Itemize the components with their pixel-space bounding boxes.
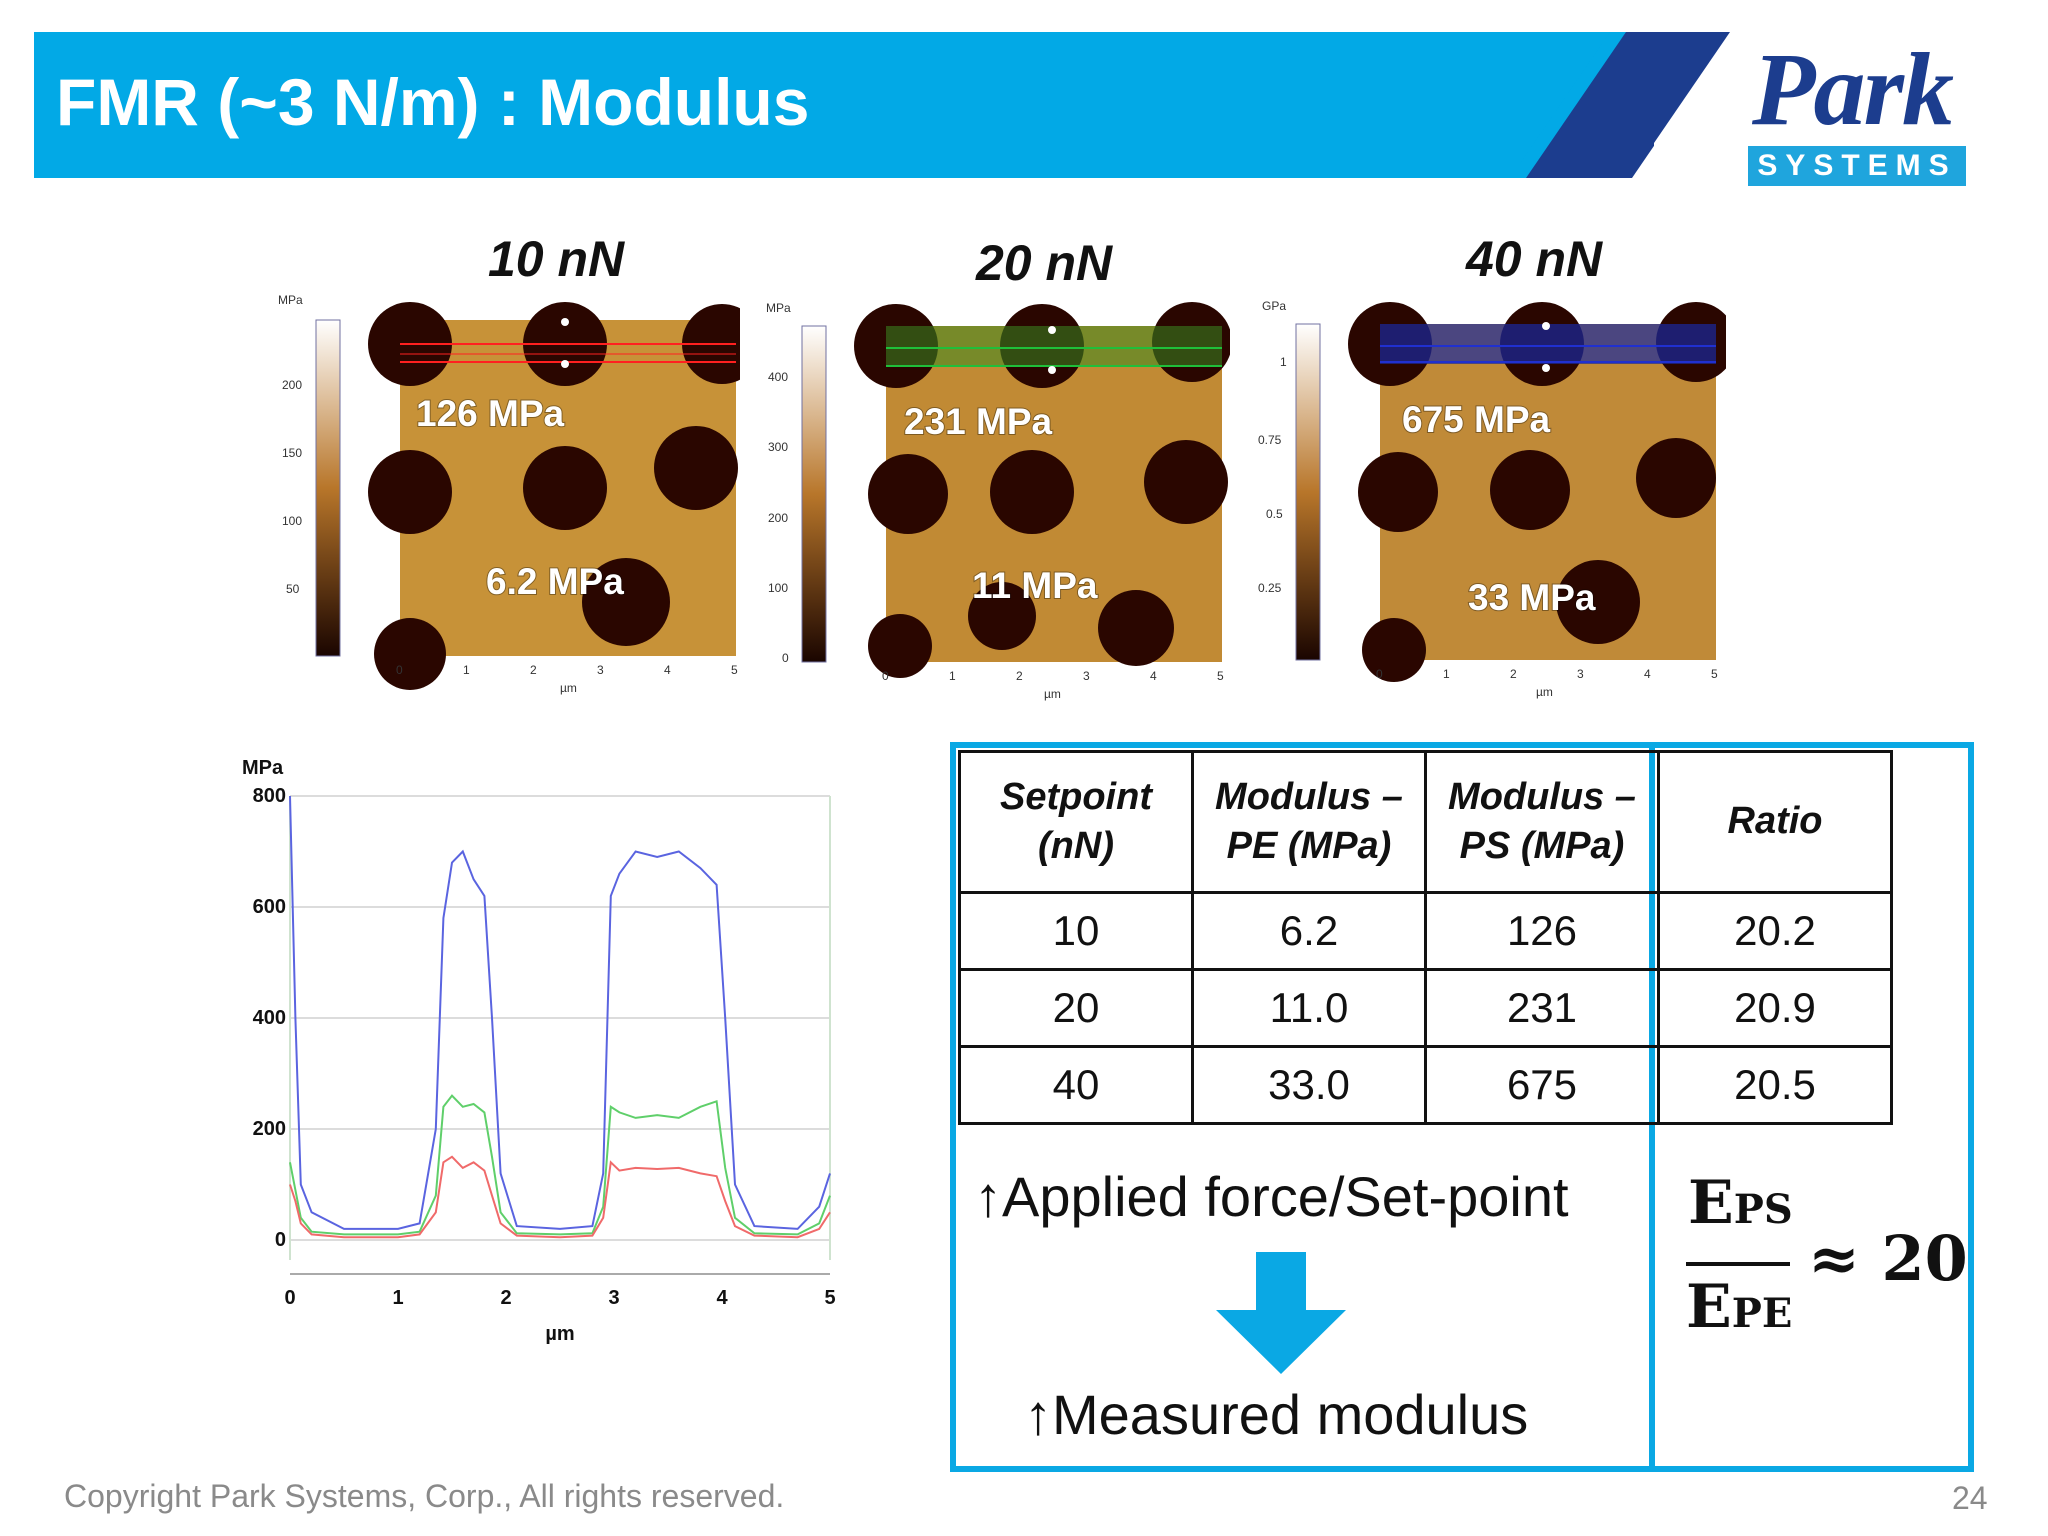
series-line <box>289 1094 831 1236</box>
map-image: GPa 1 0.75 0.5 0.25 675 MPa 33 MPa 0 1 2… <box>1236 282 1726 702</box>
svg-text:0: 0 <box>782 651 789 665</box>
scale-tick: 100 <box>282 514 302 528</box>
scale-unit: MPa <box>766 301 791 315</box>
scale-tick: 200 <box>282 378 302 392</box>
profile-chart-svg: 0 200 400 600 800 0 1 2 3 4 5 MPa µm <box>242 757 836 1345</box>
svg-text:1: 1 <box>1443 667 1450 681</box>
scale-unit: MPa <box>278 293 303 307</box>
ps-modulus-label: 126 MPa <box>416 393 565 434</box>
measured-modulus-note: ↑Measured modulus <box>1024 1383 1529 1446</box>
modulus-table: Setpoint (nN) Modulus – PE (MPa) Modulus… <box>958 750 1893 1125</box>
svg-text:3: 3 <box>597 663 604 677</box>
pe-modulus-label: 11 MPa <box>972 565 1098 606</box>
y-tick-label: 800 <box>253 785 286 807</box>
series-line <box>289 1155 831 1239</box>
ratio-value: ≈ 20 <box>1808 1222 1968 1295</box>
ps-modulus-label: 231 MPa <box>904 401 1053 442</box>
page-title: FMR (~3 N/m) : Modulus <box>56 65 810 139</box>
x-tick-label: 3 <box>608 1287 619 1309</box>
svg-text:4: 4 <box>1644 667 1651 681</box>
svg-text:3: 3 <box>1577 667 1584 681</box>
modulus-map-10nN: MPa 200 150 100 50 126 MPa 6.2 MPa 0 1 2… <box>252 282 742 702</box>
svg-text:100: 100 <box>768 581 788 595</box>
up-arrow-icon: ↑ <box>974 1165 1002 1228</box>
y-tick-label: 0 <box>275 1229 286 1251</box>
x-tick-label: 5 <box>824 1287 835 1309</box>
header-modulus-pe: Modulus – PE (MPa) <box>1191 750 1427 894</box>
svg-text:1: 1 <box>949 669 956 683</box>
pe-modulus-label: 33 MPa <box>1468 577 1596 618</box>
page-number: 24 <box>1952 1480 1988 1516</box>
scale-tick: 50 <box>286 582 300 596</box>
table-row: 20 11.0 231 20.9 <box>958 968 1893 1048</box>
copyright: Copyright Park Systems, Corp., All right… <box>64 1478 785 1514</box>
force-label-10: 10 nN <box>488 231 625 287</box>
svg-text:2: 2 <box>530 663 537 677</box>
scale-unit: GPa <box>1262 299 1286 313</box>
profile-chart: 0 200 400 600 800 0 1 2 3 4 5 MPa µm <box>226 752 876 1357</box>
ratio-denominator: EPE <box>1686 1272 1793 1342</box>
up-arrow-icon: ↑ <box>1024 1383 1052 1446</box>
svg-text:0: 0 <box>396 663 403 677</box>
svg-text:1: 1 <box>463 663 470 677</box>
svg-text:5: 5 <box>1217 669 1224 683</box>
svg-text:2: 2 <box>1016 669 1023 683</box>
x-tick-label: 0 <box>284 1287 295 1309</box>
svg-text:0.25: 0.25 <box>1258 581 1282 595</box>
map-image: MPa 200 150 100 50 126 MPa 6.2 MPa 0 1 2… <box>252 282 742 702</box>
ps-modulus-label: 675 MPa <box>1402 399 1551 440</box>
modulus-map-20nN: MPa 400 300 200 100 0 231 MPa 11 MPa 0 1… <box>740 286 1230 706</box>
down-arrow-icon <box>1216 1252 1346 1374</box>
svg-text:5: 5 <box>1711 667 1718 681</box>
svg-text:300: 300 <box>768 440 788 454</box>
svg-text:3: 3 <box>1083 669 1090 683</box>
svg-text:5: 5 <box>731 663 738 677</box>
table-row: 40 33.0 675 20.5 <box>958 1045 1893 1125</box>
ratio-numerator: EPS <box>1688 1168 1793 1238</box>
header-ratio: Ratio <box>1657 750 1893 894</box>
svg-text:200: 200 <box>768 511 788 525</box>
fraction-bar <box>1686 1262 1790 1266</box>
series-line <box>289 795 831 1230</box>
x-axis-title: µm <box>545 1323 574 1345</box>
header-modulus-ps: Modulus – PS (MPa) <box>1424 750 1660 894</box>
header-setpoint: Setpoint (nN) <box>958 750 1194 894</box>
svg-text:µm: µm <box>560 681 577 695</box>
scale-tick: 150 <box>282 446 302 460</box>
modulus-table-box: Setpoint (nN) Modulus – PE (MPa) Modulus… <box>950 742 1974 1472</box>
svg-text:1: 1 <box>1280 355 1287 369</box>
svg-text:4: 4 <box>1150 669 1157 683</box>
svg-text:0: 0 <box>882 669 889 683</box>
park-logo-subtitle: SYSTEMS <box>1748 146 1966 186</box>
svg-text:0.5: 0.5 <box>1266 507 1283 521</box>
banner-stripe <box>1520 32 1730 178</box>
svg-text:0: 0 <box>1376 667 1383 681</box>
applied-force-note: ↑Applied force/Set-point <box>974 1165 1569 1228</box>
park-logo: Park <box>1752 32 1954 147</box>
force-label-40: 40 nN <box>1466 231 1603 287</box>
svg-text:2: 2 <box>1510 667 1517 681</box>
y-tick-label: 600 <box>253 896 286 918</box>
svg-text:µm: µm <box>1536 685 1553 699</box>
y-axis-title: MPa <box>242 757 284 779</box>
y-tick-label: 400 <box>253 1007 286 1029</box>
y-tick-label: 200 <box>253 1118 286 1140</box>
svg-text:0.75: 0.75 <box>1258 433 1282 447</box>
svg-text:400: 400 <box>768 370 788 384</box>
pe-modulus-label: 6.2 MPa <box>486 561 624 602</box>
svg-text:µm: µm <box>1044 687 1061 701</box>
svg-text:4: 4 <box>664 663 671 677</box>
x-tick-label: 4 <box>716 1287 728 1309</box>
modulus-map-40nN: GPa 1 0.75 0.5 0.25 675 MPa 33 MPa 0 1 2… <box>1236 282 1726 702</box>
x-tick-label: 2 <box>500 1287 511 1309</box>
table-row: 10 6.2 126 20.2 <box>958 891 1893 971</box>
x-tick-label: 1 <box>392 1287 403 1309</box>
force-label-20: 20 nN <box>976 235 1113 291</box>
map-image: MPa 400 300 200 100 0 231 MPa 11 MPa 0 1… <box>740 286 1230 706</box>
